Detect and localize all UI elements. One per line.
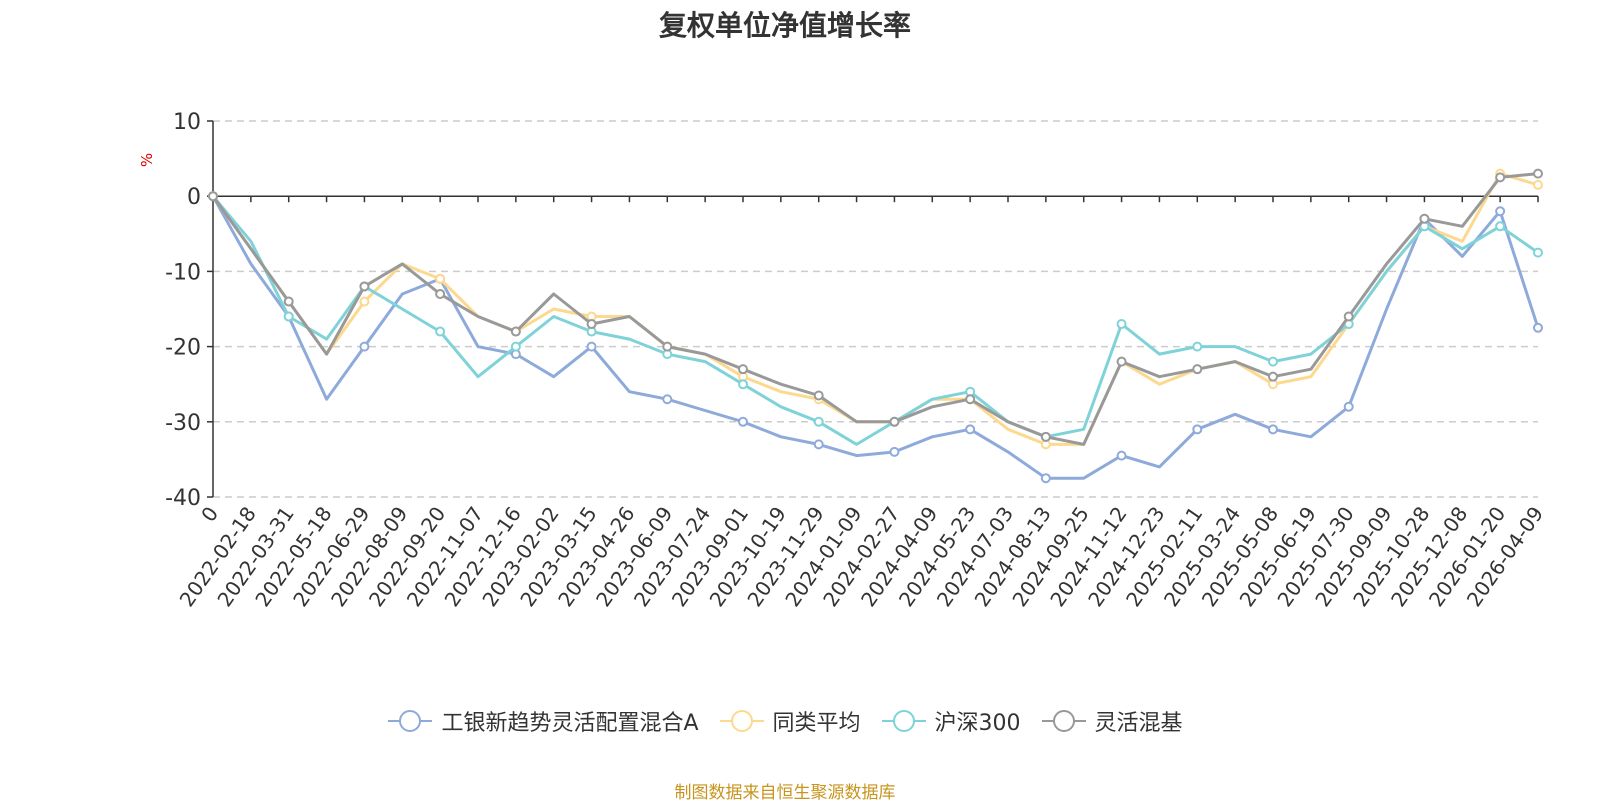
series-point (1343, 311, 1354, 322)
series-point (586, 341, 597, 352)
series-point (662, 394, 673, 405)
series-point (435, 273, 446, 284)
series-point (1116, 319, 1127, 330)
series-point (1116, 450, 1127, 461)
series-line-4 (211, 172, 1540, 446)
series-point (1192, 424, 1203, 435)
y-tick-labels: 10 0 -10 -20 -30 -40 (165, 110, 201, 511)
series-point (1419, 213, 1430, 224)
series-point (1192, 364, 1203, 375)
legend-label: 灵活混基 (1094, 711, 1183, 736)
series-point (1533, 179, 1543, 190)
y-tick-label: -40 (165, 486, 201, 511)
legend-swatch-icon (388, 710, 433, 732)
x-tick-labels: 02022-02-182022-03-312022-05-182022-06-2… (175, 502, 1548, 611)
legend: 工银新趋势灵活配置混合A 同类平均 沪深300 灵活混基 (0, 705, 1570, 737)
series-point (359, 281, 370, 292)
series-point (1495, 172, 1506, 183)
series-point (1533, 322, 1543, 333)
series-point (813, 390, 824, 401)
legend-item[interactable]: 工银新趋势灵活配置混合A (387, 705, 699, 737)
series-point (283, 296, 294, 307)
series-lines (208, 168, 1543, 484)
series-point (738, 364, 748, 375)
series-point (965, 424, 976, 435)
y-tick-label: 0 (187, 185, 201, 210)
series-point (1040, 431, 1051, 442)
series-point (738, 379, 748, 390)
series-point (662, 341, 673, 352)
series-line-2 (211, 172, 1540, 446)
source-note: 制图数据来自恒生聚源数据库 (674, 783, 896, 803)
series-point (283, 311, 294, 322)
series-point (1268, 356, 1278, 367)
legend-item[interactable]: 灵活混基 (1041, 705, 1183, 737)
series-point (1495, 221, 1506, 232)
legend-label: 同类平均 (772, 711, 861, 736)
series-point (1268, 424, 1278, 435)
legend-swatch-icon (719, 710, 764, 732)
series-point (813, 416, 824, 427)
legend-swatch-icon (881, 710, 926, 732)
y-tick-label: -30 (165, 411, 201, 436)
series-point (813, 439, 824, 450)
series-point (586, 319, 597, 330)
series-point (1040, 473, 1051, 484)
series-point (1116, 356, 1127, 367)
legend-swatch-icon (1041, 710, 1086, 732)
series-point (1343, 401, 1354, 412)
series-point (208, 191, 218, 202)
series-point (1495, 206, 1506, 217)
y-tick-label: -20 (165, 336, 201, 361)
y-tick-label: 10 (173, 110, 201, 135)
x-tick-label: 0 (196, 502, 223, 526)
series-point (359, 296, 370, 307)
legend-item[interactable]: 同类平均 (719, 705, 861, 737)
series-line-3 (211, 194, 1540, 446)
series-point (738, 416, 748, 427)
series-point (1192, 341, 1203, 352)
series-point (1268, 371, 1278, 382)
axes (207, 120, 1539, 498)
series-point (359, 341, 370, 352)
series-point (435, 326, 446, 337)
series-point (510, 341, 521, 352)
legend-label: 工银新趋势灵活配置混合A (441, 711, 699, 736)
series-point (889, 446, 900, 457)
series-line-1 (211, 194, 1540, 480)
legend-item[interactable]: 沪深300 (881, 705, 1021, 737)
chart-title: 复权单位净值增长率 (658, 9, 911, 42)
grid-lines (213, 120, 1538, 498)
series-point (1533, 247, 1543, 258)
series-point (435, 288, 446, 299)
series-point (1533, 168, 1543, 179)
y-axis-label: % (138, 153, 156, 167)
series-point (965, 394, 976, 405)
series-point (889, 416, 900, 427)
legend-label: 沪深300 (934, 711, 1021, 736)
y-tick-label: -10 (165, 260, 201, 285)
series-point (510, 326, 521, 337)
